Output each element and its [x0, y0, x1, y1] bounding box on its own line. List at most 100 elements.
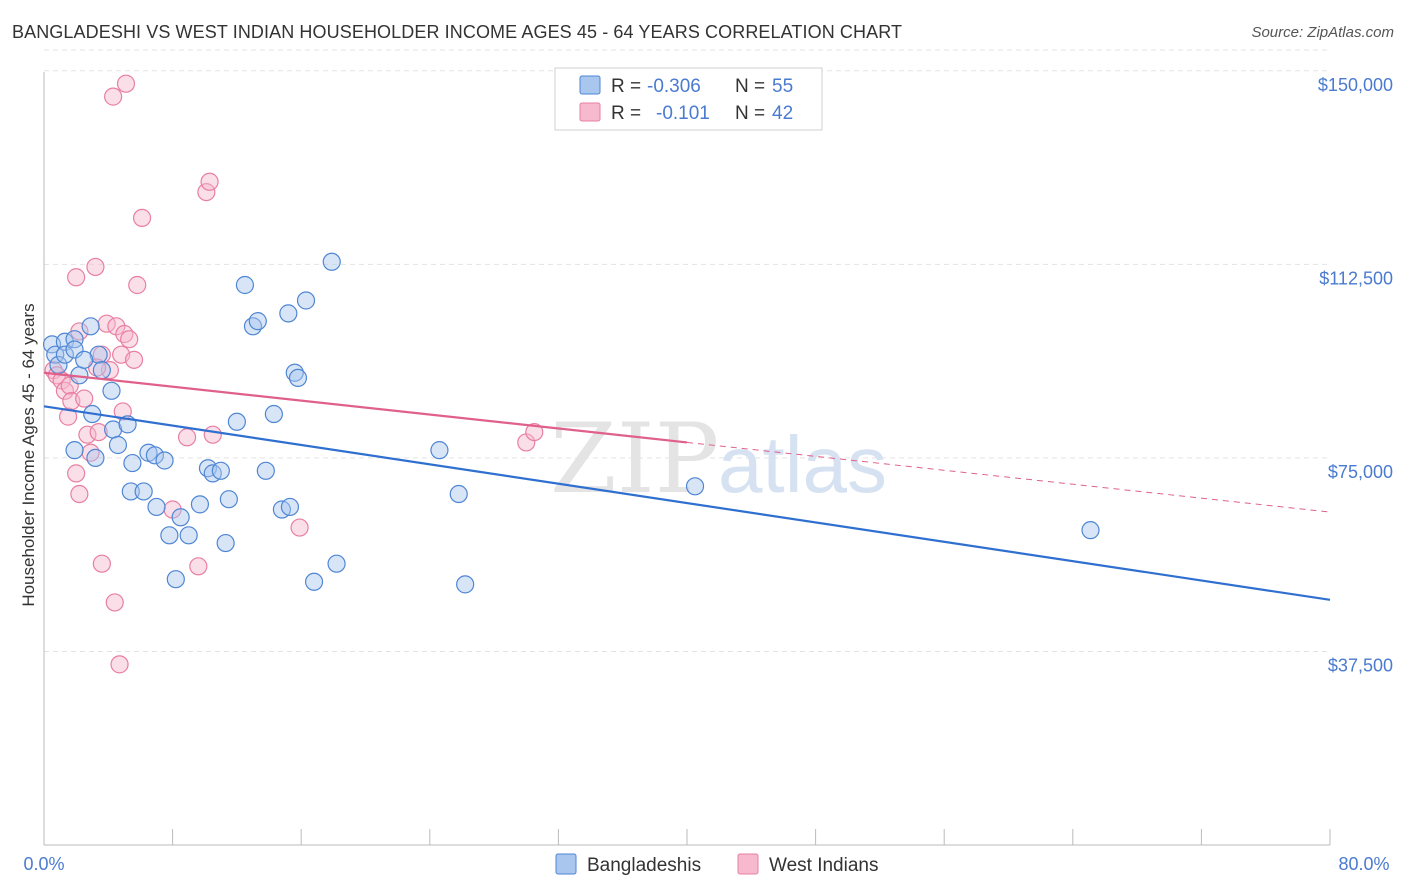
west-indians-point — [55, 381, 74, 400]
bangladeshis-point — [89, 345, 108, 364]
legend-blue-r-value: -0.306 — [647, 76, 701, 97]
bangladeshis-point — [219, 490, 238, 509]
x-tick-label-max: 80.0% — [1338, 854, 1389, 874]
west-indians-point — [197, 182, 216, 202]
bangladeshis-point — [121, 482, 140, 501]
series-legend-west-indians: West Indians — [769, 855, 878, 876]
west-indians-point — [59, 407, 78, 426]
bangladeshis-point — [123, 453, 142, 473]
bangladeshis-point — [304, 572, 324, 591]
bangladeshis-point — [75, 350, 94, 369]
west-indians-point — [525, 422, 544, 442]
bangladeshis-trend-line — [43, 405, 1331, 601]
x-axis-ticks — [43, 829, 1331, 845]
bangladeshis-point — [288, 368, 308, 388]
west-indians-point — [70, 484, 89, 504]
west-indians-point — [105, 593, 124, 612]
series-legend-blue-swatch — [555, 853, 577, 875]
west-indians-trend-extension — [686, 441, 1331, 513]
bangladeshis-point — [211, 461, 230, 480]
bangladeshis-point — [65, 441, 84, 460]
bangladeshis-point — [227, 412, 246, 431]
x-tick-label-min: 0.0% — [23, 854, 64, 874]
west-indians-point — [78, 425, 97, 444]
bangladeshis-point — [279, 304, 298, 323]
series-legend-pink-swatch — [737, 853, 759, 875]
y-tick-label: $112,500 — [1319, 268, 1393, 288]
west-indians-point — [115, 324, 134, 344]
west-indians-point — [177, 428, 197, 447]
bangladeshis-point — [92, 361, 111, 380]
west-indians-point — [120, 330, 139, 349]
chart-title: BANGLADESHI VS WEST INDIAN HOUSEHOLDER I… — [12, 22, 903, 42]
legend-pink-swatch — [579, 102, 601, 122]
bangladeshis-point — [243, 317, 263, 336]
bangladeshis-point — [46, 345, 65, 364]
y-axis-label: Householder Income Ages 45 - 64 years — [19, 303, 38, 606]
legend-pink-n-value: 42 — [772, 103, 793, 124]
watermark-zip: ZIP — [550, 403, 719, 515]
bangladeshis-point — [65, 330, 84, 349]
bangladeshis-point — [685, 477, 705, 496]
bangladeshis-point — [179, 526, 198, 545]
west-indians-point — [92, 554, 111, 573]
source-credit: Source: ZipAtlas.com — [1251, 24, 1394, 41]
grid-lines — [44, 49, 1330, 652]
bangladeshis-point — [264, 404, 283, 424]
west-indians-point — [86, 257, 105, 277]
west-indians-point — [132, 208, 152, 228]
west-indians-point — [189, 557, 208, 576]
bangladeshis-point — [456, 575, 475, 594]
bangladeshis-point — [248, 312, 267, 331]
bangladeshis-point — [55, 345, 74, 364]
legend-blue-n-label: N = — [735, 76, 765, 97]
bangladeshis-point — [322, 252, 341, 271]
watermark-atlas: atlas — [718, 420, 887, 509]
bangladeshis-point — [430, 441, 449, 460]
west-indians-trend-line — [43, 371, 688, 444]
y-tick-labels: $37,500 $75,000 $112,500 $150,000 — [1318, 75, 1393, 676]
legend-blue-n-value: 55 — [772, 76, 793, 97]
west-indians-point — [67, 464, 86, 483]
bangladeshis-point — [235, 275, 255, 295]
bangladeshis-point — [155, 451, 174, 470]
series-legend-bangladeshis: Bangladeshis — [587, 855, 701, 876]
bangladeshis-point — [190, 495, 210, 514]
bangladeshis-point — [145, 446, 165, 465]
west-indians-point — [89, 422, 108, 442]
bangladeshis-point — [81, 317, 100, 336]
west-indians-point — [290, 518, 309, 537]
west-indians-point — [200, 172, 219, 191]
series-legend: Bangladeshis West Indians — [555, 853, 878, 876]
bangladeshis-point — [102, 381, 121, 400]
bangladeshis-point — [86, 448, 105, 468]
legend-blue-swatch — [579, 75, 601, 95]
bangladeshis-point — [160, 526, 179, 545]
stats-legend: R = -0.306 N = 55 R = -0.101 N = 42 — [554, 67, 823, 131]
legend-blue-r-label: R = — [611, 76, 641, 97]
bangladeshis-point — [256, 461, 275, 480]
bangladeshis-point — [280, 497, 300, 517]
y-tick-label: $75,000 — [1328, 462, 1393, 482]
bangladeshis-point — [285, 363, 304, 382]
west-indians-point — [104, 87, 123, 106]
y-tick-label: $150,000 — [1318, 75, 1393, 95]
bangladeshis-point — [1081, 521, 1100, 540]
west-indians-point — [67, 268, 86, 287]
bangladeshis-point — [147, 497, 166, 517]
bangladeshis-point — [171, 508, 190, 527]
bangladeshis-point — [108, 435, 128, 455]
west-indians-point — [203, 425, 222, 444]
trend-lines — [43, 371, 1331, 601]
y-tick-label: $37,500 — [1328, 655, 1393, 675]
bangladeshis-point — [327, 554, 346, 573]
west-indians-point — [128, 275, 147, 295]
bangladeshis-points — [42, 252, 1100, 594]
bangladeshis-point — [449, 484, 468, 504]
bangladeshis-point — [134, 482, 153, 501]
west-indians-point — [124, 350, 144, 369]
west-indians-point — [116, 74, 136, 93]
bangladeshis-point — [166, 570, 185, 589]
bangladeshis-point — [296, 291, 316, 310]
